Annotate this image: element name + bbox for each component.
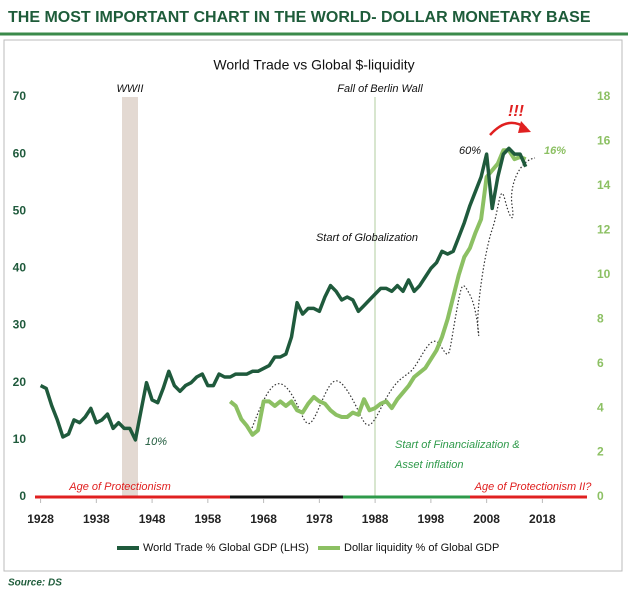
y-tick-label: 60 bbox=[13, 146, 27, 160]
y2-tick-label: 10 bbox=[597, 267, 611, 281]
header-title: THE MOST IMPORTANT CHART IN THE WORLD- D… bbox=[8, 9, 591, 26]
y2-tick-label: 2 bbox=[597, 445, 604, 459]
annotation: 10% bbox=[145, 436, 167, 448]
y-tick-label: 10 bbox=[13, 432, 27, 446]
y-tick-label: 20 bbox=[13, 375, 27, 389]
x-tick-label: 2008 bbox=[473, 512, 500, 526]
x-tick-label: 1928 bbox=[27, 512, 54, 526]
annotation: !!! bbox=[508, 103, 525, 120]
annotation: Asset inflation bbox=[394, 459, 463, 471]
annotation: Start of Globalization bbox=[316, 232, 418, 244]
annotation: Fall of Berlin Wall bbox=[337, 83, 423, 95]
x-tick-label: 1938 bbox=[83, 512, 110, 526]
chart-frame bbox=[3, 39, 623, 572]
series-line bbox=[39, 146, 528, 442]
y2-tick-label: 4 bbox=[597, 400, 604, 414]
legend-label: Dollar liquidity % of Global GDP bbox=[344, 542, 499, 554]
y-tick-label: 50 bbox=[13, 203, 27, 217]
y-tick-label: 30 bbox=[13, 318, 27, 332]
y2-tick-label: 6 bbox=[597, 356, 604, 370]
annotation: 60% bbox=[459, 145, 481, 157]
annotation: Age of Protectionism bbox=[68, 481, 171, 493]
x-tick-label: 1948 bbox=[139, 512, 166, 526]
annotation: 16% bbox=[544, 145, 566, 157]
wwii-band bbox=[122, 97, 138, 497]
x-tick-label: 2018 bbox=[529, 512, 556, 526]
y2-tick-label: 18 bbox=[597, 89, 611, 103]
y2-tick-label: 14 bbox=[597, 178, 611, 192]
y2-tick-label: 16 bbox=[597, 134, 611, 148]
cycle-sketch bbox=[251, 157, 536, 429]
chart-title: World Trade vs Global $-liquidity bbox=[213, 57, 414, 73]
x-tick-label: 1968 bbox=[250, 512, 277, 526]
legend-label: World Trade % Global GDP (LHS) bbox=[143, 542, 309, 554]
source: Source: DS bbox=[8, 578, 62, 589]
x-tick-label: 1978 bbox=[306, 512, 333, 526]
annotation: Age of Protectionism II? bbox=[474, 481, 593, 493]
y2-tick-label: 0 bbox=[597, 489, 604, 503]
series-line bbox=[228, 148, 527, 437]
annotation: Start of Financialization & bbox=[395, 439, 520, 451]
y2-tick-label: 12 bbox=[597, 223, 611, 237]
x-tick-label: 1958 bbox=[194, 512, 221, 526]
y2-tick-label: 8 bbox=[597, 311, 604, 325]
y-tick-label: 40 bbox=[13, 261, 27, 275]
annotation: WWII bbox=[117, 83, 144, 95]
y-tick-label: 70 bbox=[13, 89, 27, 103]
x-tick-label: 1988 bbox=[362, 512, 389, 526]
y-tick-label: 0 bbox=[19, 489, 26, 503]
x-tick-label: 1998 bbox=[418, 512, 445, 526]
red-arrowhead bbox=[518, 121, 531, 133]
